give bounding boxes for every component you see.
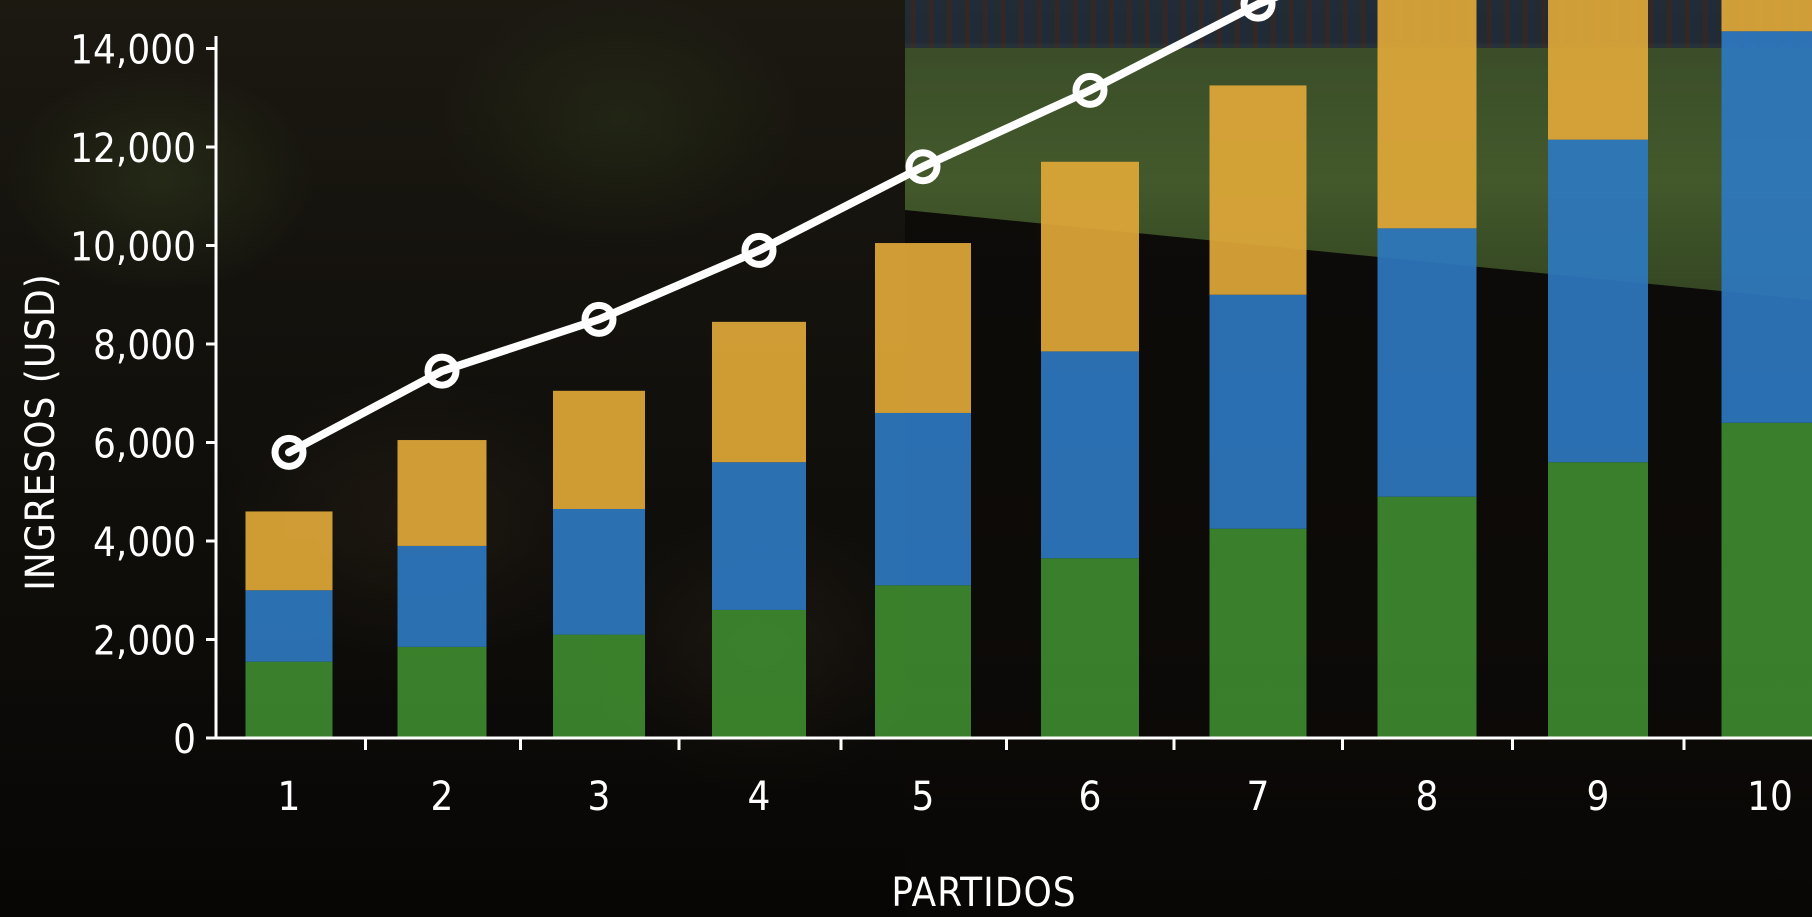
y-axis-title: INGRESOS (USD)	[18, 273, 64, 591]
x-tick-label: 8	[1416, 774, 1439, 820]
bar-segment-2-partido-10	[1721, 31, 1812, 423]
bar-segment-1-partido-4	[712, 609, 806, 738]
y-tick-label: 0	[173, 717, 196, 763]
bar-segment-3-partido-2	[397, 440, 487, 546]
bar-segment-2-partido-7	[1209, 294, 1307, 529]
y-tick-label: 8,000	[93, 323, 196, 369]
bar-segment-1-partido-2	[397, 646, 487, 738]
line-point-partido-6	[1072, 72, 1108, 108]
x-tick-label: 3	[588, 774, 611, 820]
line-point-partido-1	[271, 434, 307, 470]
y-tick-label: 6,000	[93, 422, 196, 468]
y-tick-label: 4,000	[93, 520, 196, 566]
x-tick-label: 2	[431, 774, 454, 820]
bar-segment-3-partido-8	[1377, 0, 1477, 229]
bar-segment-1-partido-7	[1209, 528, 1307, 738]
bar-segment-1-partido-8	[1377, 496, 1477, 738]
bar-segment-2-partido-1	[245, 590, 333, 662]
x-tick-label: 9	[1587, 774, 1610, 820]
bar-segment-3-partido-5	[875, 243, 971, 413]
bar-segment-1-partido-10	[1721, 422, 1812, 738]
bar-segment-1-partido-9	[1548, 462, 1648, 738]
y-tick-label: 12,000	[70, 126, 196, 172]
bar-segment-3-partido-4	[712, 321, 806, 463]
bar-segment-3-partido-7	[1209, 85, 1307, 295]
line-point-partido-7	[1240, 0, 1276, 22]
bar-segment-2-partido-8	[1377, 228, 1477, 497]
bar-segment-1-partido-5	[875, 585, 971, 738]
bar-segment-3-partido-10	[1721, 0, 1812, 32]
line-point-partido-2	[424, 353, 460, 389]
bar-segment-2-partido-5	[875, 412, 971, 586]
revenue-line	[285, 0, 1279, 457]
x-tick-label: 7	[1247, 774, 1270, 820]
x-axis-title: PARTIDOS	[891, 870, 1076, 916]
y-tick-label: 2,000	[93, 619, 196, 665]
bar-segment-1-partido-1	[245, 661, 333, 738]
bar-stacks	[245, 0, 1812, 738]
axes: 0 2,000 4,000 6,000 8,000 10,000 12,000 14,000 1…	[70, 28, 1812, 820]
x-tick-label: 10	[1747, 774, 1793, 820]
bar-segment-2-partido-6	[1041, 351, 1139, 559]
line-series	[271, 0, 1279, 470]
x-tick-label: 5	[912, 774, 935, 820]
x-tick-label: 4	[748, 774, 771, 820]
bar-segment-1-partido-3	[553, 634, 645, 738]
bar-segment-3-partido-3	[553, 390, 645, 509]
bar-segment-3-partido-9	[1548, 0, 1648, 140]
bar-segment-2-partido-2	[397, 545, 487, 647]
x-tick-label: 1	[278, 774, 301, 820]
line-point-partido-5	[905, 149, 941, 185]
bar-segment-2-partido-3	[553, 508, 645, 635]
bar-segment-1-partido-6	[1041, 558, 1139, 738]
y-tick-label: 14,000	[70, 28, 196, 74]
bar-segment-3-partido-1	[245, 511, 333, 591]
y-tick-label: 10,000	[70, 225, 196, 271]
line-point-partido-4	[741, 232, 777, 268]
line-point-partido-3	[581, 301, 617, 337]
x-tick-label: 6	[1079, 774, 1102, 820]
bar-segment-2-partido-4	[712, 462, 806, 610]
bar-segment-3-partido-6	[1041, 161, 1139, 352]
bar-segment-2-partido-9	[1548, 139, 1648, 463]
